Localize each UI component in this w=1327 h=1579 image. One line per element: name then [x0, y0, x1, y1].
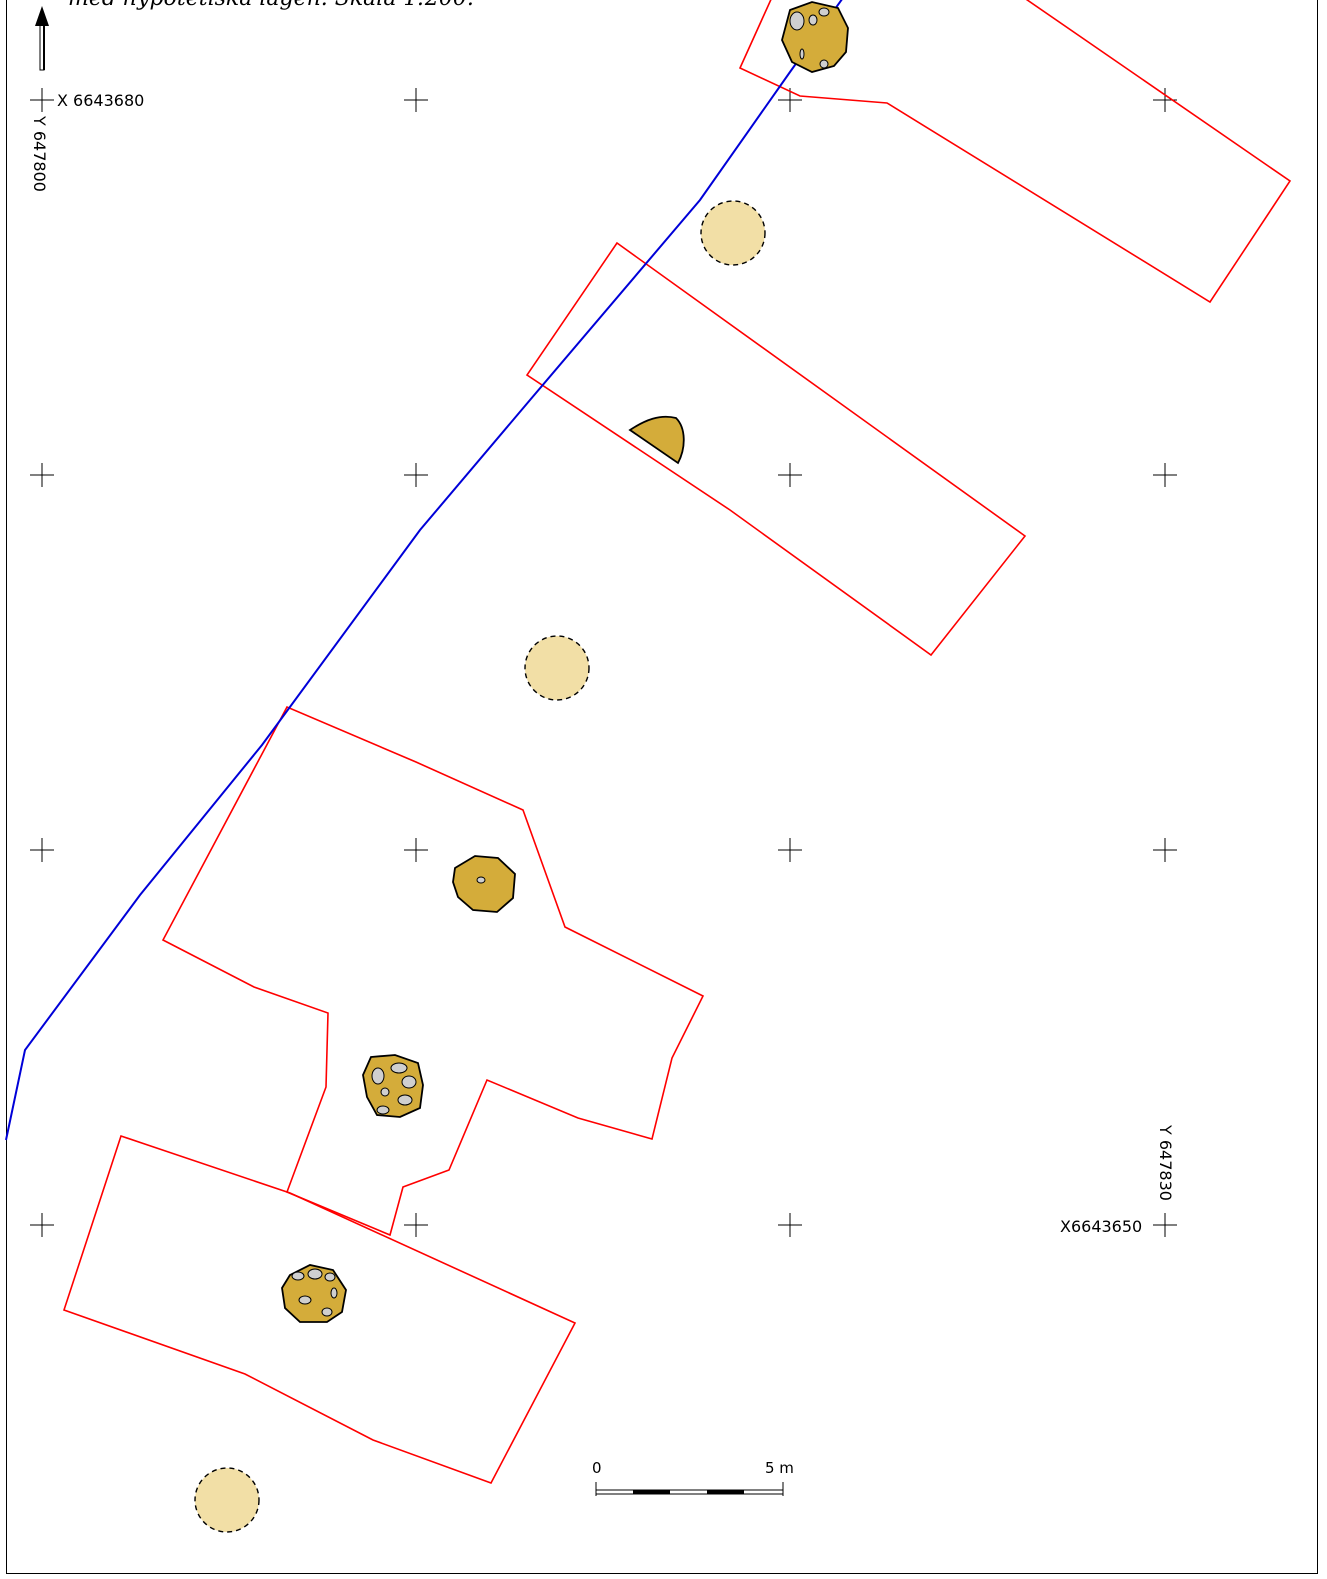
grid-cross [778, 463, 802, 487]
grid-cross [1153, 838, 1177, 862]
grid-crosses [30, 88, 1177, 1237]
grid-cross [404, 838, 428, 862]
trench-upper-middle [525, 241, 1027, 657]
hypothetical-posthole [524, 635, 590, 701]
grid-cross [30, 88, 54, 112]
scale-bar: 0 5 m [592, 1459, 794, 1496]
coord-y-bottom: Y 647830 [1156, 1124, 1175, 1201]
coord-y-top: Y 647800 [30, 115, 49, 192]
posthole-feature [362, 1054, 424, 1118]
grid-cross [30, 463, 54, 487]
boundary-line [5, 0, 843, 1141]
trench-north [738, 0, 1292, 304]
grid-cross [404, 1213, 428, 1237]
coord-x-bottom: X6643650 [1060, 1217, 1142, 1236]
north-arrow-icon [35, 6, 49, 71]
hypothetical-postholes [194, 200, 766, 1533]
scale-label-end: 5 m [765, 1459, 794, 1477]
posthole-feature [781, 1, 849, 73]
posthole-feature [628, 415, 685, 465]
grid-cross [30, 838, 54, 862]
coord-x-top: X 6643680 [57, 91, 144, 110]
posthole-feature [281, 1264, 347, 1323]
posthole-feature [452, 855, 516, 913]
posthole-features [281, 1, 849, 1323]
grid-cross [1153, 1213, 1177, 1237]
excavation-trenches [62, 0, 1292, 1484]
grid-cross [404, 463, 428, 487]
grid-cross [1153, 463, 1177, 487]
grid-cross [778, 838, 802, 862]
grid-cross [778, 1213, 802, 1237]
hypothetical-posthole [700, 200, 766, 266]
hypothetical-posthole [194, 1467, 260, 1533]
trench-lower-middle [161, 705, 705, 1237]
trench-south [62, 1134, 577, 1484]
grid-cross [404, 88, 428, 112]
scale-label-start: 0 [592, 1459, 602, 1477]
map-caption: med hypotetiska lägen. Skala 1:200. [68, 0, 474, 11]
map-frame [6, 0, 1318, 1574]
grid-cross [30, 1213, 54, 1237]
